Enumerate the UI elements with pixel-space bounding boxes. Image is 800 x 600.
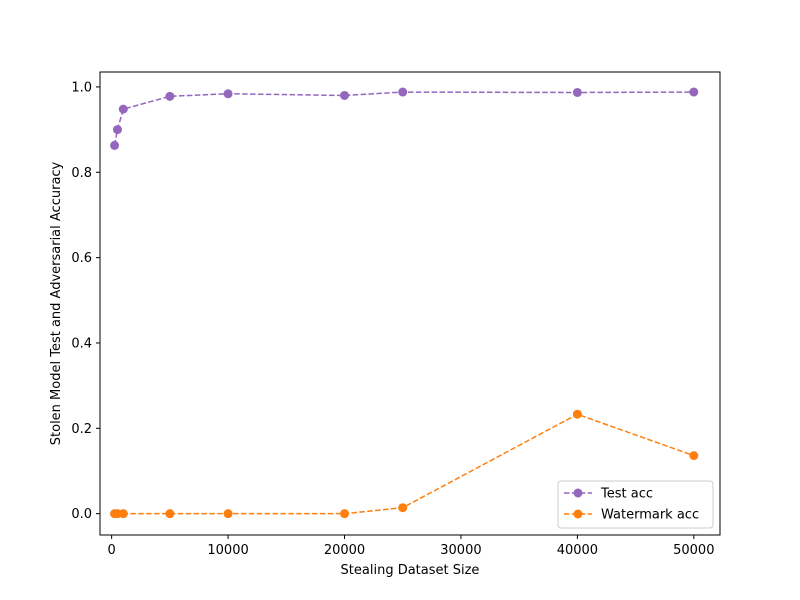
y-tick-label: 0.0	[71, 507, 92, 522]
data-point	[112, 125, 122, 135]
y-tick-label: 0.6	[71, 251, 92, 266]
x-tick-label: 30000	[440, 543, 481, 558]
series-2	[110, 409, 699, 519]
data-point	[689, 87, 699, 97]
data-point	[340, 509, 350, 519]
x-axis-label: Stealing Dataset Size	[341, 563, 480, 578]
x-tick-label: 10000	[207, 543, 248, 558]
legend-marker	[573, 488, 583, 498]
series-line-1	[113, 91, 694, 146]
plot-frame	[99, 71, 721, 536]
x-tick-label: 40000	[557, 543, 598, 558]
series-1	[110, 87, 699, 150]
data-point	[572, 87, 582, 97]
data-point	[223, 509, 233, 519]
legend-label: Test acc	[600, 487, 653, 502]
y-tick-label: 0.4	[71, 336, 92, 351]
legend-marker	[573, 509, 583, 519]
x-tick-label: 20000	[324, 543, 365, 558]
data-point	[223, 89, 233, 99]
data-point	[398, 87, 408, 97]
y-axis-label: Stolen Model Test and Adversarial Accura…	[49, 161, 64, 445]
x-tick-label: 50000	[673, 543, 714, 558]
legend: Test acc Watermark acc	[557, 480, 714, 529]
data-point	[110, 140, 120, 150]
legend-item: Watermark acc	[564, 508, 699, 523]
data-point	[118, 509, 128, 519]
data-point	[165, 91, 175, 101]
y-tick-label: 1.0	[71, 80, 92, 95]
axes-layer: 0 10000 20000 30000 40000 50000 0.0 0.2 0.4 0.6 0.…	[71, 71, 721, 558]
plot-layer	[110, 87, 699, 519]
y-tick-label: 0.8	[71, 166, 92, 181]
legend-box	[557, 480, 714, 529]
data-point	[165, 509, 175, 519]
x-tick-label: 0	[108, 543, 116, 558]
data-point	[118, 104, 128, 114]
data-point	[689, 451, 699, 461]
data-point	[572, 409, 582, 419]
y-tick-label: 0.2	[71, 422, 92, 437]
legend-item: Test acc	[564, 487, 653, 502]
data-point	[340, 90, 350, 100]
data-point	[398, 503, 408, 513]
legend-label: Watermark acc	[601, 508, 699, 523]
